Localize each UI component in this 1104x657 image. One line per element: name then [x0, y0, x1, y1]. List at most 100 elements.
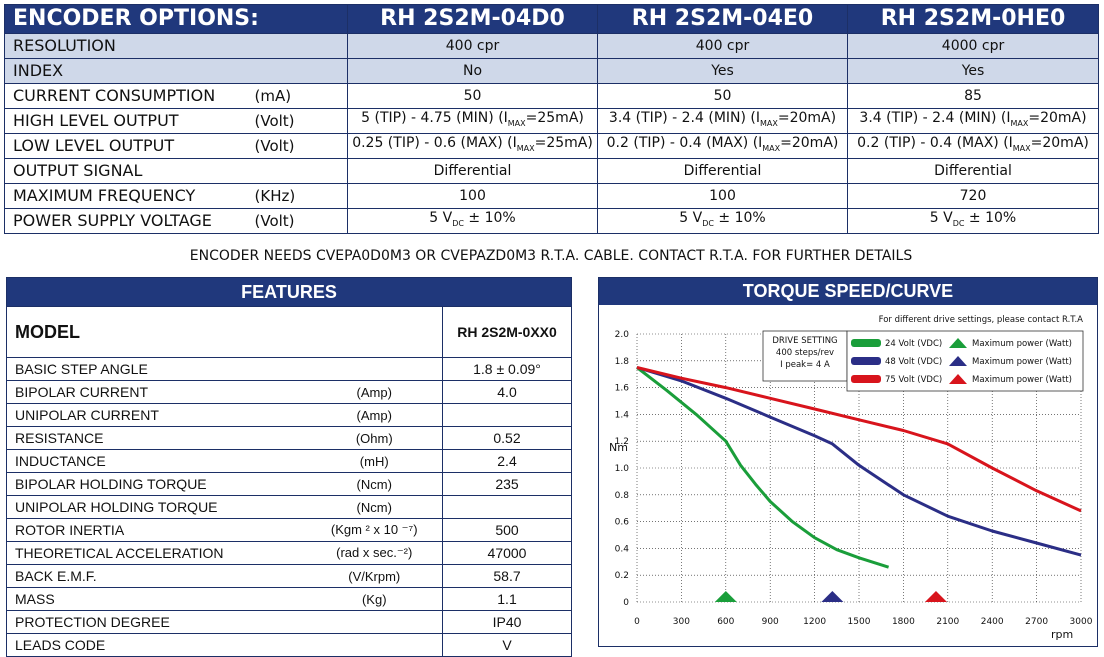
value-subscript: MAX: [1010, 118, 1029, 128]
feature-value: [441, 495, 573, 519]
torque-speed-panel: TORQUE SPEED/CURVE For different drive s…: [598, 277, 1098, 647]
encoder-value: Differential: [597, 158, 849, 184]
encoder-cable-note: ENCODER NEEDS CVEPA0D0M3 OR CVEPAZD0M3 R…: [189, 248, 913, 264]
legend-max-power-3: Maximum power (Watt): [972, 375, 1072, 385]
y-tick-label: 1.6: [615, 384, 630, 394]
feature-value: 235: [441, 472, 573, 496]
encoder-header-row: ENCODER OPTIONS: RH 2S2M-04D0 RH 2S2M-04…: [3, 4, 1100, 34]
feature-unit: (Kg): [306, 587, 443, 611]
legend-power-marker-1: [949, 338, 967, 348]
encoder-row-label: RESOLUTION: [4, 33, 255, 59]
y-tick-label: 0.4: [615, 544, 630, 554]
encoder-row: MAXIMUM FREQUENCY (KHz) 100 100 720: [4, 183, 1100, 209]
y-axis-label: Nm: [609, 441, 628, 454]
torque-curve-2: [636, 366, 1082, 557]
encoder-row-unit: (KHz): [254, 183, 349, 209]
feature-unit: [306, 357, 443, 381]
encoder-value: 720: [847, 183, 1100, 209]
max-power-marker-1: [714, 591, 737, 602]
value-subscript: DC: [452, 218, 464, 228]
feature-row: RESISTANCE (Ohm) 0.52: [6, 426, 573, 450]
y-tick-label: 0.8: [615, 491, 630, 501]
legend-power-marker-2: [949, 356, 967, 366]
x-tick-label: 1800: [892, 617, 915, 627]
value-text: 0.2 (TIP) - 0.4 (MAX) (I: [606, 135, 763, 152]
feature-unit: (Ncm): [306, 495, 443, 519]
encoder-value: Differential: [347, 158, 599, 184]
feature-label: UNIPOLAR CURRENT: [6, 403, 307, 427]
feature-label: PROTECTION DEGREE: [6, 610, 307, 634]
encoder-row-label: MAXIMUM FREQUENCY: [4, 183, 255, 209]
value-subscript: DC: [702, 218, 714, 228]
feature-unit: (Amp): [306, 380, 443, 404]
feature-value: 2.4: [441, 449, 573, 473]
encoder-value: 400 cpr: [597, 33, 849, 59]
encoder-model-1: RH 2S2M-04D0: [347, 4, 599, 34]
drive-setting-line-1: DRIVE SETTING: [772, 336, 837, 346]
encoder-value: 3.4 (TIP) - 2.4 (MIN) (IMAX=20mA): [597, 108, 849, 134]
feature-row: PROTECTION DEGREE IP40: [6, 610, 573, 634]
encoder-model-2: RH 2S2M-04E0: [597, 4, 849, 34]
encoder-row-label: INDEX: [4, 58, 255, 84]
encoder-row-unit: [254, 158, 349, 184]
legend-series-2: 48 Volt (VDC): [885, 357, 942, 367]
feature-row: MASS (Kg) 1.1: [6, 587, 573, 611]
feature-label: BIPOLAR HOLDING TORQUE: [6, 472, 307, 496]
feature-row: UNIPOLAR CURRENT (Amp): [6, 403, 573, 427]
value-text: 5 V: [429, 210, 453, 227]
legend-swatch-2: [851, 357, 881, 365]
encoder-row-unit: [254, 33, 349, 59]
feature-row: ROTOR INERTIA (Kgm ² x 10 ⁻⁷) 500: [6, 518, 573, 542]
value-text: ± 10%: [713, 210, 766, 227]
torque-speed-chart: For different drive settings, please con…: [609, 315, 1093, 641]
x-tick-label: 1500: [848, 617, 871, 627]
features-model-row: MODEL RH 2S2M-0XX0: [6, 306, 573, 358]
feature-label: ROTOR INERTIA: [6, 518, 307, 542]
legend-series-1: 24 Volt (VDC): [885, 339, 942, 349]
encoder-title: ENCODER OPTIONS:: [3, 4, 349, 34]
value-text: 0.25 (TIP) - 0.6 (MAX) (I: [352, 135, 517, 152]
feature-value: 0.52: [441, 426, 573, 450]
feature-unit: (Ncm): [306, 472, 443, 496]
feature-unit: (V/Krpm): [306, 564, 443, 588]
encoder-value: 85: [847, 83, 1100, 109]
feature-label: LEADS CODE: [6, 633, 307, 657]
value-text: 5 V: [929, 210, 953, 227]
encoder-value: 0.25 (TIP) - 0.6 (MAX) (IMAX=25mA): [347, 133, 599, 159]
value-text: ± 10%: [463, 210, 516, 227]
encoder-value: Differential: [847, 158, 1100, 184]
value-text: =20mA): [1028, 110, 1087, 127]
encoder-row-label: CURRENT CONSUMPTION: [4, 83, 255, 109]
value-subscript: MAX: [1012, 143, 1031, 153]
feature-label: MASS: [6, 587, 307, 611]
feature-label: BACK E.M.F.: [6, 564, 307, 588]
y-tick-label: 0.6: [615, 518, 630, 528]
value-text: =20mA): [1030, 135, 1089, 152]
legend-power-marker-3: [949, 374, 967, 384]
encoder-value: 5 VDC ± 10%: [847, 208, 1100, 234]
encoder-value: 0.2 (TIP) - 0.4 (MAX) (IMAX=20mA): [847, 133, 1100, 159]
value-subscript: MAX: [762, 143, 781, 153]
drive-setting-line-2: 400 steps/rev: [776, 348, 834, 358]
encoder-row-unit: (Volt): [254, 208, 349, 234]
legend-max-power-2: Maximum power (Watt): [972, 357, 1072, 367]
legend-box: [846, 330, 1084, 392]
value-text: =25mA): [534, 135, 593, 152]
torque-curve-1: [636, 366, 890, 569]
x-tick-label: 2400: [981, 617, 1004, 627]
feature-unit: (mH): [306, 449, 443, 473]
value-text: =25mA): [525, 110, 584, 127]
encoder-value: Yes: [597, 58, 849, 84]
feature-value: V: [441, 633, 573, 657]
encoder-value: 50: [347, 83, 599, 109]
encoder-row-label: POWER SUPPLY VOLTAGE: [4, 208, 255, 234]
torque-curve-3: [636, 366, 1082, 513]
value-text: 0.2 (TIP) - 0.4 (MAX) (I: [857, 135, 1013, 152]
max-power-marker-2: [821, 591, 844, 602]
max-power-marker-3: [924, 591, 947, 602]
encoder-value: 5 VDC ± 10%: [597, 208, 849, 234]
value-subscript: MAX: [760, 118, 778, 128]
encoder-row-unit: [254, 58, 349, 84]
legend-swatch-1: [851, 339, 881, 347]
feature-label: INDUCTANCE: [6, 449, 307, 473]
